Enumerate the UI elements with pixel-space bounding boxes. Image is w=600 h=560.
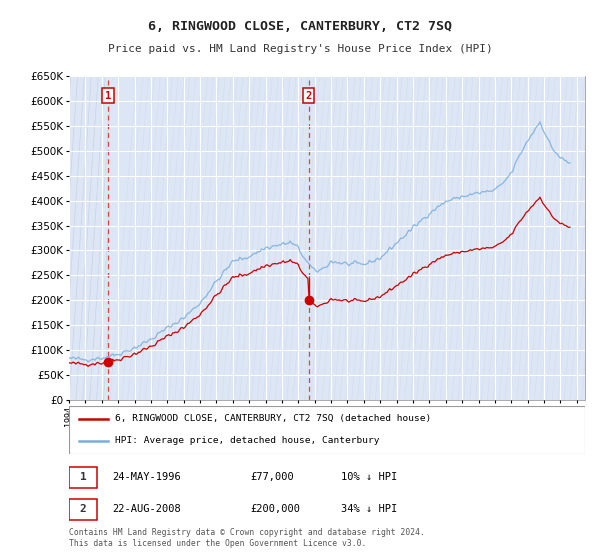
- Text: £200,000: £200,000: [250, 505, 301, 514]
- Text: 1: 1: [80, 472, 86, 482]
- Text: HPI: Average price, detached house, Canterbury: HPI: Average price, detached house, Cant…: [115, 436, 380, 445]
- Text: £77,000: £77,000: [250, 472, 294, 482]
- Text: 2: 2: [305, 91, 312, 101]
- Text: 6, RINGWOOD CLOSE, CANTERBURY, CT2 7SQ (detached house): 6, RINGWOOD CLOSE, CANTERBURY, CT2 7SQ (…: [115, 414, 431, 423]
- Text: 1: 1: [105, 91, 111, 101]
- Text: Contains HM Land Registry data © Crown copyright and database right 2024.
This d: Contains HM Land Registry data © Crown c…: [69, 528, 425, 548]
- Bar: [69, 466, 97, 488]
- Text: 34% ↓ HPI: 34% ↓ HPI: [341, 505, 397, 514]
- Text: 2: 2: [80, 505, 86, 514]
- Text: 24-MAY-1996: 24-MAY-1996: [112, 472, 181, 482]
- Text: Price paid vs. HM Land Registry's House Price Index (HPI): Price paid vs. HM Land Registry's House …: [107, 44, 493, 54]
- Text: 22-AUG-2008: 22-AUG-2008: [112, 505, 181, 514]
- Bar: [69, 499, 97, 520]
- Text: 10% ↓ HPI: 10% ↓ HPI: [341, 472, 397, 482]
- Text: 6, RINGWOOD CLOSE, CANTERBURY, CT2 7SQ: 6, RINGWOOD CLOSE, CANTERBURY, CT2 7SQ: [148, 20, 452, 32]
